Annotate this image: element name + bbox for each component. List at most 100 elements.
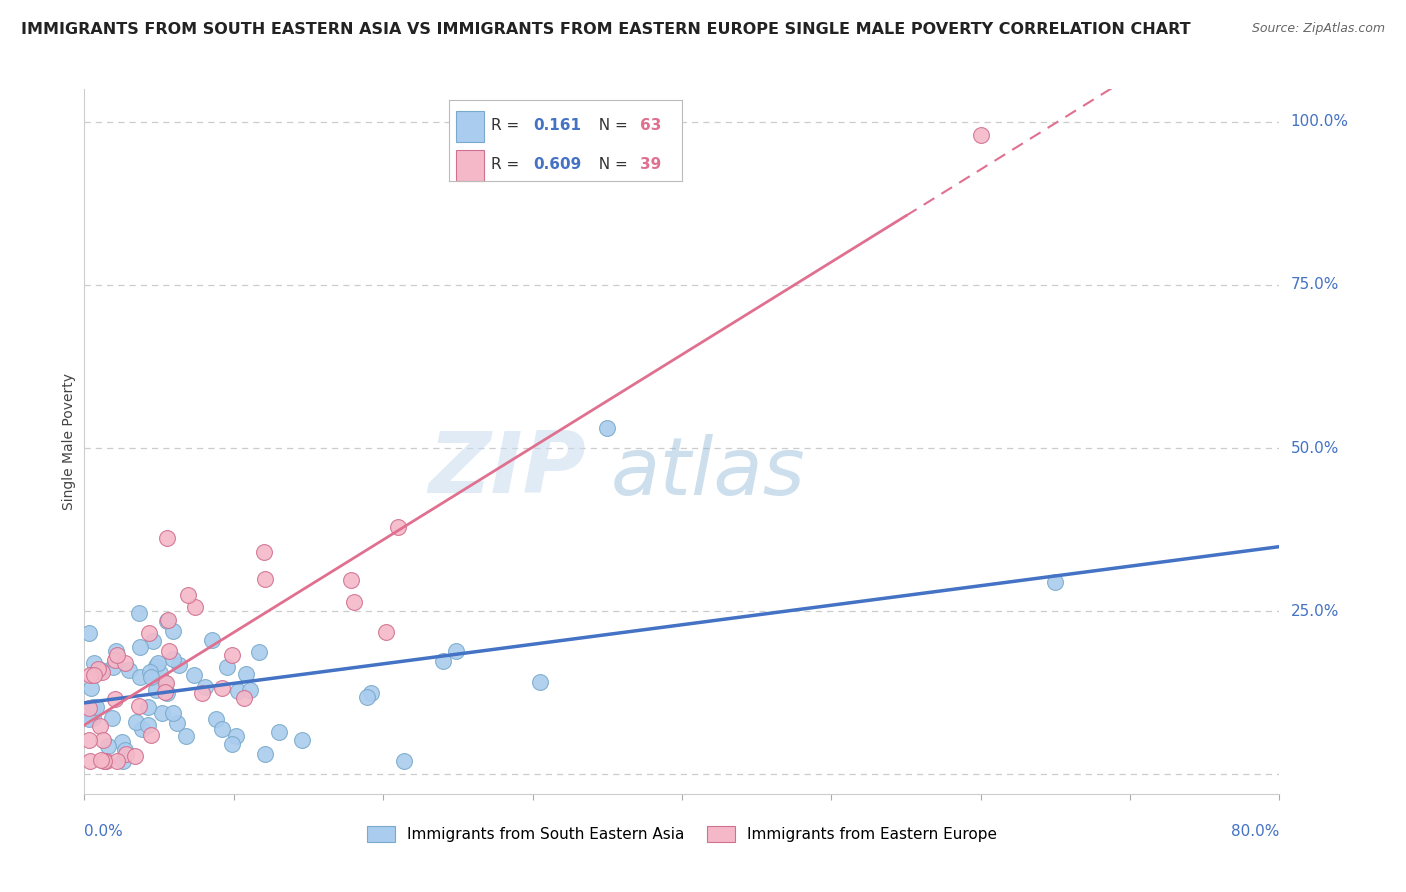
Point: [111, 754, 134, 768]
Point: [432, 654, 454, 668]
Point: [139, 670, 162, 684]
Point: [77, 700, 100, 714]
Point: [156, 615, 179, 629]
Point: [157, 644, 180, 658]
Point: [128, 671, 150, 685]
Point: [444, 643, 467, 657]
Point: [155, 675, 177, 690]
Point: [211, 681, 233, 695]
Point: [93, 754, 115, 768]
Point: [394, 754, 416, 768]
Text: IMMIGRANTS FROM SOUTH EASTERN ASIA VS IMMIGRANTS FROM EASTERN EUROPE SINGLE MALE: IMMIGRANTS FROM SOUTH EASTERN ASIA VS IM…: [21, 22, 1191, 37]
Point: [235, 667, 257, 681]
Point: [176, 588, 198, 602]
Point: [225, 729, 247, 743]
Point: [131, 722, 153, 736]
Point: [124, 748, 146, 763]
Point: [77, 712, 100, 726]
Point: [128, 698, 150, 713]
Point: [139, 665, 162, 680]
Y-axis label: Single Male Poverty: Single Male Poverty: [62, 373, 76, 510]
Point: [226, 683, 249, 698]
Point: [194, 680, 217, 694]
Point: [156, 686, 179, 700]
Point: [150, 706, 173, 720]
Point: [970, 128, 993, 142]
Point: [115, 747, 138, 761]
Point: [111, 735, 134, 749]
Point: [101, 660, 124, 674]
Point: [221, 737, 243, 751]
Point: [247, 645, 270, 659]
Point: [201, 632, 224, 647]
Point: [142, 634, 165, 648]
Point: [83, 656, 105, 670]
Text: 75.0%: 75.0%: [1291, 277, 1339, 293]
Point: [105, 648, 128, 663]
Text: atlas: atlas: [610, 434, 806, 512]
Text: 0.0%: 0.0%: [84, 824, 124, 839]
Point: [166, 715, 188, 730]
Point: [84, 700, 107, 714]
Point: [162, 652, 184, 666]
Point: [138, 718, 160, 732]
Point: [239, 683, 262, 698]
Point: [104, 644, 127, 658]
Point: [183, 600, 205, 615]
Point: [153, 685, 176, 699]
Point: [138, 626, 160, 640]
Point: [104, 692, 127, 706]
Point: [104, 653, 127, 667]
Point: [596, 421, 619, 435]
Point: [139, 728, 162, 742]
Point: [94, 754, 117, 768]
Legend: Immigrants from South Eastern Asia, Immigrants from Eastern Europe: Immigrants from South Eastern Asia, Immi…: [360, 818, 1004, 850]
Point: [221, 648, 243, 662]
Point: [174, 730, 197, 744]
Point: [233, 690, 256, 705]
Point: [90, 753, 112, 767]
Point: [82, 700, 104, 714]
Point: [83, 668, 105, 682]
Point: [125, 714, 148, 729]
Point: [145, 682, 167, 697]
Point: [360, 686, 382, 700]
Point: [153, 676, 176, 690]
Point: [77, 733, 100, 747]
Point: [157, 613, 180, 627]
Point: [253, 572, 276, 586]
Point: [79, 754, 101, 768]
Point: [343, 595, 366, 609]
Point: [211, 722, 233, 736]
Point: [162, 624, 184, 638]
Point: [340, 573, 363, 587]
Point: [205, 712, 228, 726]
Point: [91, 665, 114, 680]
Point: [529, 674, 551, 689]
Point: [267, 725, 290, 739]
Text: ZIP: ZIP: [429, 428, 586, 511]
Point: [100, 711, 122, 725]
Point: [118, 664, 141, 678]
Point: [387, 520, 409, 534]
Point: [253, 545, 276, 559]
Text: 50.0%: 50.0%: [1291, 441, 1339, 456]
Text: 25.0%: 25.0%: [1291, 604, 1339, 619]
Point: [145, 659, 167, 673]
Point: [146, 656, 169, 670]
Point: [80, 681, 103, 695]
Point: [89, 719, 111, 733]
Point: [1045, 574, 1067, 589]
Point: [291, 733, 314, 747]
Point: [128, 606, 150, 620]
Point: [114, 742, 136, 756]
Point: [77, 625, 100, 640]
Point: [156, 531, 179, 545]
Point: [91, 733, 114, 747]
Point: [356, 690, 378, 704]
Point: [136, 700, 159, 714]
Point: [82, 711, 104, 725]
Point: [129, 640, 152, 654]
Point: [375, 624, 398, 639]
Point: [87, 662, 110, 676]
